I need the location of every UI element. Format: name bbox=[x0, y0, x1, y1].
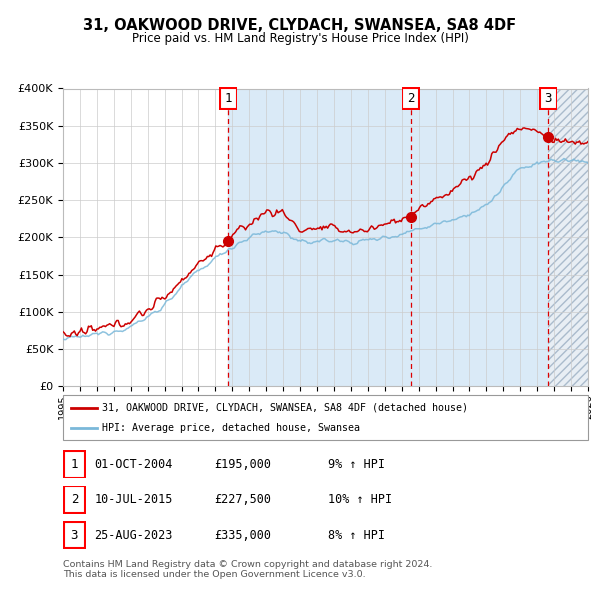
Text: 3: 3 bbox=[544, 92, 552, 105]
Text: 9% ↑ HPI: 9% ↑ HPI bbox=[328, 458, 385, 471]
Text: £195,000: £195,000 bbox=[214, 458, 271, 471]
Text: 10% ↑ HPI: 10% ↑ HPI bbox=[328, 493, 392, 506]
FancyBboxPatch shape bbox=[64, 522, 85, 549]
Text: Contains HM Land Registry data © Crown copyright and database right 2024.
This d: Contains HM Land Registry data © Crown c… bbox=[63, 560, 433, 579]
Text: 10-JUL-2015: 10-JUL-2015 bbox=[94, 493, 173, 506]
Text: 01-OCT-2004: 01-OCT-2004 bbox=[94, 458, 173, 471]
Text: 2: 2 bbox=[71, 493, 78, 506]
Text: 8% ↑ HPI: 8% ↑ HPI bbox=[328, 529, 385, 542]
FancyBboxPatch shape bbox=[402, 88, 419, 109]
Bar bbox=[548, 88, 588, 386]
Text: 25-AUG-2023: 25-AUG-2023 bbox=[94, 529, 173, 542]
Text: £227,500: £227,500 bbox=[214, 493, 271, 506]
Text: HPI: Average price, detached house, Swansea: HPI: Average price, detached house, Swan… bbox=[103, 424, 361, 434]
FancyBboxPatch shape bbox=[64, 486, 85, 513]
Text: 3: 3 bbox=[71, 529, 78, 542]
Text: £335,000: £335,000 bbox=[214, 529, 271, 542]
Bar bbox=[228, 88, 548, 386]
Text: 1: 1 bbox=[71, 458, 78, 471]
Text: 2: 2 bbox=[407, 92, 414, 105]
Text: 31, OAKWOOD DRIVE, CLYDACH, SWANSEA, SA8 4DF (detached house): 31, OAKWOOD DRIVE, CLYDACH, SWANSEA, SA8… bbox=[103, 403, 469, 412]
FancyBboxPatch shape bbox=[540, 88, 557, 109]
Text: Price paid vs. HM Land Registry's House Price Index (HPI): Price paid vs. HM Land Registry's House … bbox=[131, 32, 469, 45]
Text: 31, OAKWOOD DRIVE, CLYDACH, SWANSEA, SA8 4DF: 31, OAKWOOD DRIVE, CLYDACH, SWANSEA, SA8… bbox=[83, 18, 517, 32]
Text: 1: 1 bbox=[224, 92, 232, 105]
FancyBboxPatch shape bbox=[220, 88, 236, 109]
FancyBboxPatch shape bbox=[64, 451, 85, 478]
